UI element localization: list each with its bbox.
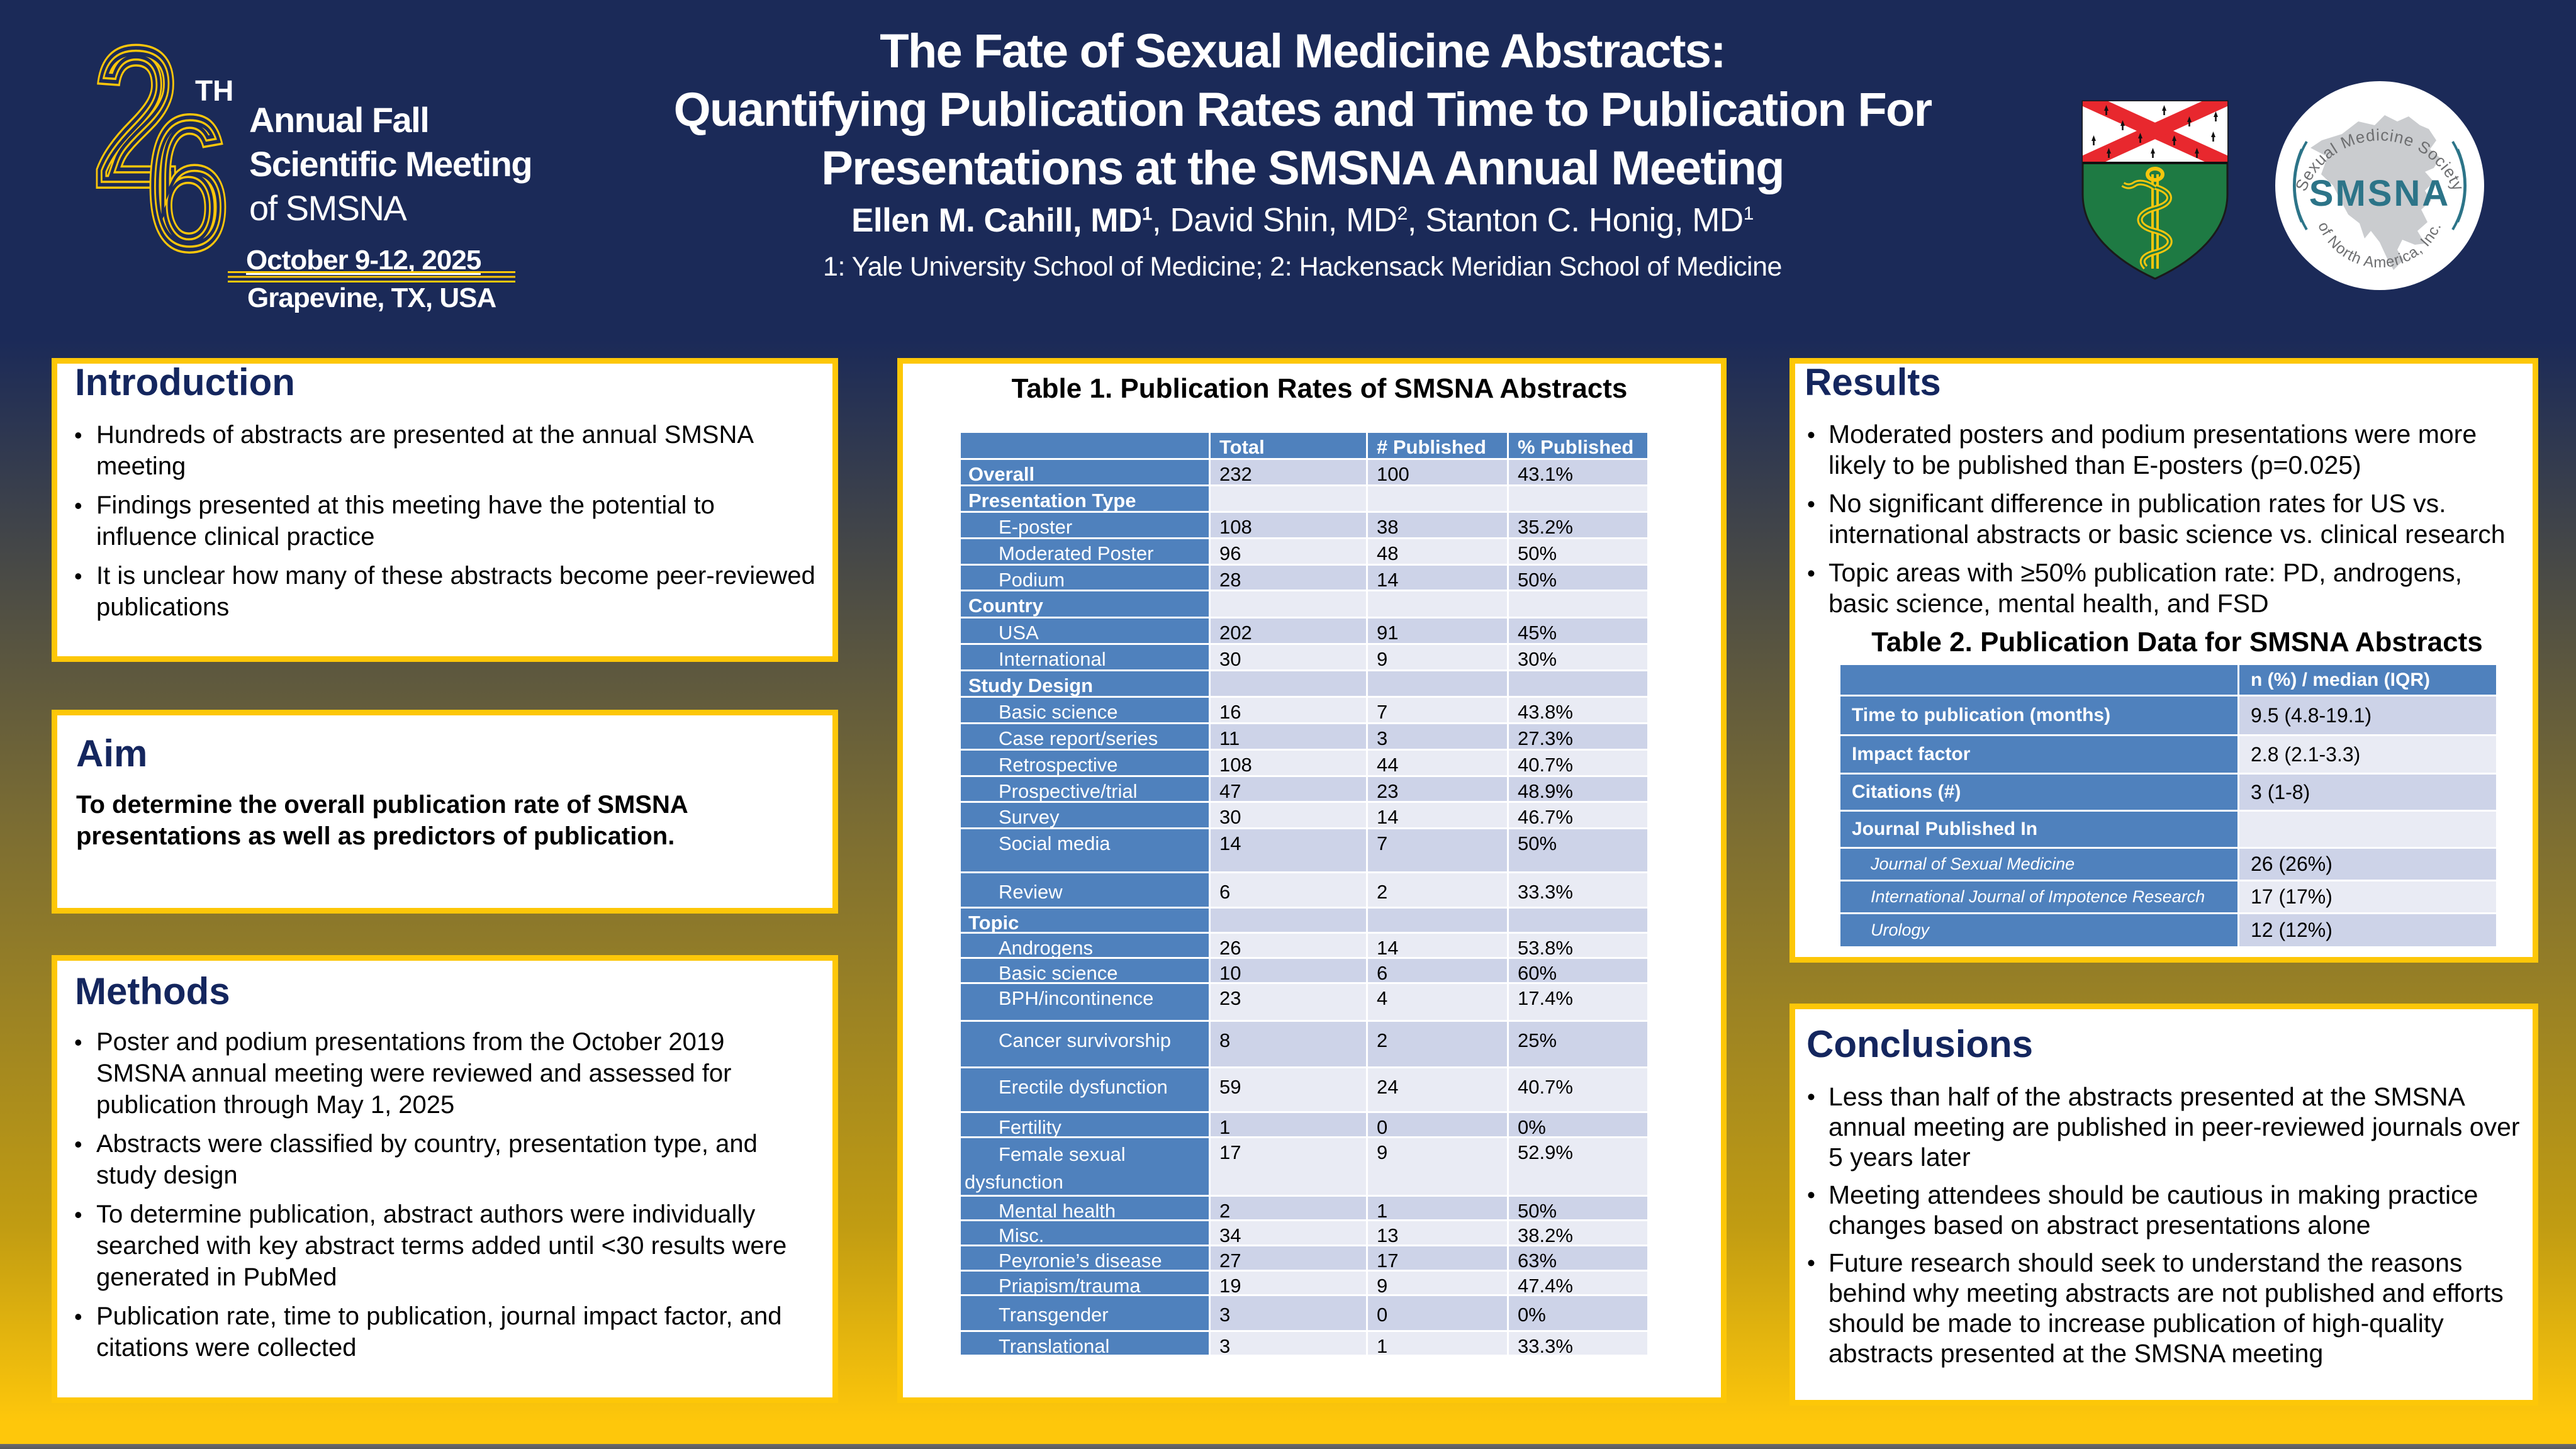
- svg-text:SMSNA: SMSNA: [2309, 173, 2450, 214]
